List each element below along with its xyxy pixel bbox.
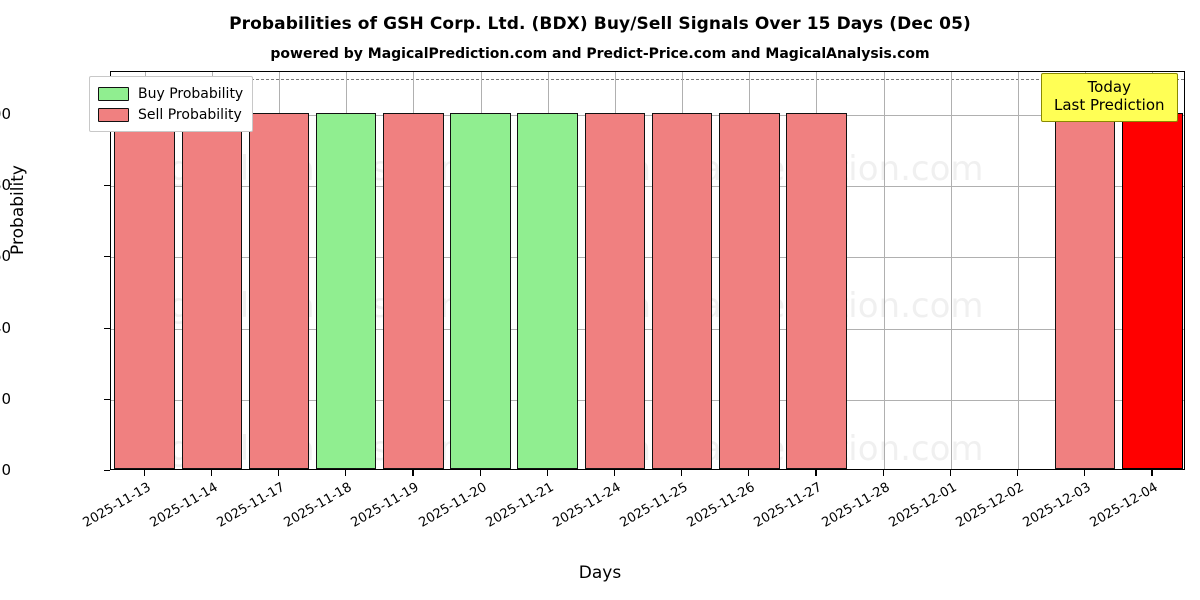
- x-tick-mark: [882, 470, 884, 476]
- y-gridline: [111, 328, 1184, 330]
- x-tick-mark: [1151, 470, 1153, 476]
- x-tick-mark: [1017, 470, 1019, 476]
- x-axis-label: Days: [578, 563, 622, 583]
- x-tick-mark: [479, 470, 481, 476]
- y-tick-label: 100: [0, 104, 11, 123]
- bar-2025-11-13-sell[interactable]: [114, 112, 175, 469]
- x-tick-mark: [277, 470, 280, 476]
- y-gridline: [111, 399, 1184, 401]
- y-axis-label: Probability: [8, 165, 28, 255]
- bar-2025-11-24-sell[interactable]: [584, 112, 646, 469]
- y-gridline: [111, 114, 1184, 116]
- bar-2025-11-25-sell[interactable]: [651, 112, 713, 469]
- y-tick-mark: [104, 470, 110, 472]
- bar-2025-11-20-buy[interactable]: [450, 112, 511, 469]
- legend-item-sell: Sell Probability: [98, 104, 243, 125]
- y-tick-label: 80: [0, 176, 11, 194]
- y-tick-mark: [104, 256, 110, 258]
- x-tick-mark: [748, 470, 750, 476]
- x-tick-mark: [210, 470, 212, 476]
- y-tick-label: 0: [1, 461, 11, 479]
- y-gridline: [111, 257, 1184, 259]
- bar-2025-11-26-sell[interactable]: [719, 112, 780, 469]
- bar-2025-12-03-sell[interactable]: [1054, 112, 1116, 469]
- bar-2025-11-21-buy[interactable]: [517, 112, 578, 469]
- x-tick-mark: [345, 470, 347, 476]
- y-tick-mark: [104, 398, 110, 400]
- bar-2025-12-04-sell[interactable]: [1122, 112, 1183, 469]
- x-gridline: [950, 72, 952, 469]
- chart-subtitle: powered by MagicalPrediction.com and Pre…: [270, 46, 930, 62]
- plot-area: MagicalAnalysis.comMagicalPrediction.com…: [110, 71, 1185, 470]
- y-tick-label: 40: [0, 318, 11, 337]
- x-tick-mark: [815, 470, 817, 476]
- x-tick-mark: [412, 470, 414, 476]
- legend-label-sell: Sell Probability: [138, 106, 242, 123]
- bar-2025-11-18-buy[interactable]: [315, 112, 377, 469]
- x-tick-mark: [143, 470, 145, 476]
- legend-swatch-sell: [98, 107, 129, 122]
- page-title: Probabilities of GSH Corp. Ltd. (BDX) Bu…: [229, 14, 971, 34]
- y-tick-label: 60: [0, 247, 11, 266]
- x-tick-mark: [1084, 470, 1086, 476]
- bar-2025-11-27-sell[interactable]: [786, 112, 847, 469]
- bar-2025-11-14-sell[interactable]: [181, 112, 243, 469]
- bar-2025-11-17-sell[interactable]: [248, 112, 310, 469]
- x-gridline: [883, 72, 885, 469]
- y-tick-mark: [104, 185, 110, 187]
- today-annotation-line2: Last Prediction: [1054, 96, 1165, 115]
- legend-swatch-buy: [98, 86, 129, 101]
- legend-item-buy: Buy Probability: [98, 83, 243, 104]
- y-gridline: [111, 186, 1184, 187]
- reference-dashed-line: [111, 79, 1184, 81]
- x-tick-mark: [949, 470, 952, 476]
- bar-2025-11-19-sell[interactable]: [383, 112, 444, 469]
- legend-label-buy: Buy Probability: [138, 85, 244, 102]
- x-gridline: [1018, 72, 1020, 469]
- today-annotation: Today Last Prediction: [1041, 73, 1178, 122]
- chart-legend[interactable]: Buy Probability Sell Probability: [89, 76, 254, 132]
- today-annotation-line1: Today: [1087, 78, 1131, 96]
- y-tick-mark: [104, 327, 110, 329]
- y-tick-label: 20: [0, 389, 11, 408]
- x-tick-mark: [613, 470, 616, 476]
- x-tick-mark: [546, 470, 548, 476]
- x-tick-mark: [681, 470, 683, 476]
